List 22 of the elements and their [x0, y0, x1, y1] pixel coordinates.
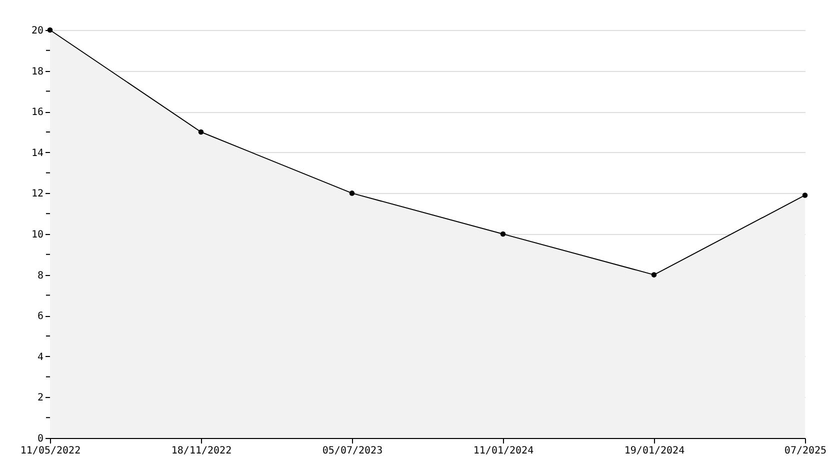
y-tick-label: 12 — [31, 188, 44, 200]
y-tick-label: 20 — [31, 26, 44, 36]
point — [349, 190, 355, 196]
y-tick-label: 0 — [37, 434, 44, 444]
y-tick-label: 4 — [37, 352, 44, 363]
y-tick-label: 2 — [37, 392, 44, 404]
y-tick-label: 6 — [37, 311, 44, 322]
x-tick-label: 07/2025 — [784, 446, 827, 456]
y-tick-label: 16 — [31, 107, 44, 118]
y-tick-label: 8 — [37, 270, 44, 282]
x-tick-label: 11/01/2024 — [473, 446, 534, 456]
point — [802, 192, 808, 198]
x-tick-label: 11/05/2022 — [20, 446, 81, 456]
x-tick-label: 05/07/2023 — [322, 446, 383, 456]
x-tick-label: 19/01/2024 — [624, 446, 685, 456]
y-tick-label: 14 — [31, 148, 44, 159]
y-tick-label: 10 — [31, 230, 44, 240]
point — [198, 129, 204, 135]
point — [651, 272, 657, 278]
point — [500, 231, 506, 237]
x-tick-label: 18/11/2022 — [171, 446, 232, 456]
y-tick-label: 18 — [31, 66, 44, 78]
